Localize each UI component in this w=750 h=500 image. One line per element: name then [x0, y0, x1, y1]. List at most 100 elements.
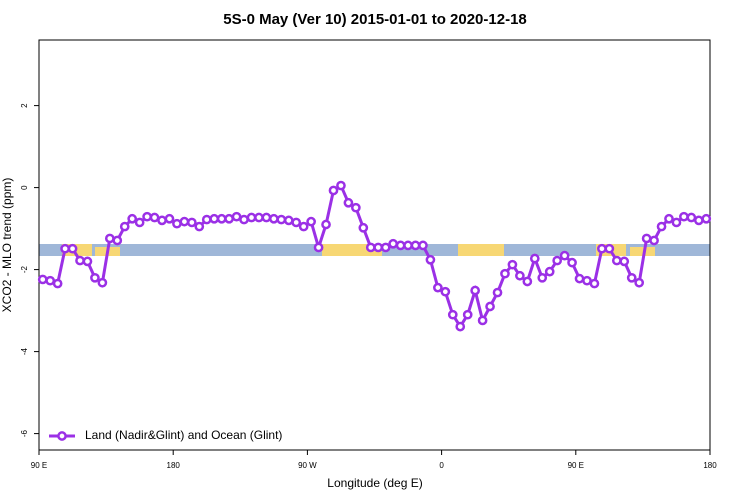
data-point: [283, 215, 294, 226]
data-point: [649, 235, 659, 246]
data-point: [336, 180, 346, 191]
chart-title: 5S-0 May (Ver 10) 2015-01-01 to 2020-12-…: [223, 11, 527, 28]
data-point: [239, 214, 249, 225]
data-point: [559, 250, 570, 261]
data-point: [172, 218, 182, 229]
data-point: [90, 272, 100, 283]
data-point: [142, 211, 152, 222]
data-point: [328, 185, 339, 196]
data-point: [75, 255, 85, 266]
data-point: [455, 321, 466, 332]
data-point: [418, 240, 428, 251]
data-point: [134, 217, 145, 228]
data-point: [209, 213, 220, 224]
y-tick-label: -4: [20, 347, 29, 355]
data-point: [537, 272, 548, 283]
data-point: [679, 211, 689, 222]
data-point: [82, 256, 93, 267]
data-point: [611, 255, 622, 266]
data-point: [157, 215, 167, 226]
data-point: [380, 242, 391, 253]
data-point: [582, 275, 592, 286]
x-axis-title: Longitude (deg E): [327, 476, 422, 490]
data-point: [686, 212, 697, 223]
x-tick-label: 90 W: [298, 461, 317, 470]
data-point: [604, 243, 615, 254]
data-point: [477, 315, 488, 326]
x-tick-label: 180: [167, 461, 181, 470]
data-point: [52, 278, 63, 289]
data-point: [544, 266, 555, 277]
x-tick-label: 90 E: [31, 461, 47, 470]
data-point: [507, 259, 518, 270]
data-point: [276, 214, 287, 225]
x-tick-label: 0: [439, 461, 444, 470]
x-tick-label: 90 E: [568, 461, 584, 470]
data-point: [515, 270, 525, 281]
data-point: [254, 212, 264, 223]
data-point: [626, 272, 637, 283]
data-point: [619, 256, 630, 267]
data-point: [201, 214, 212, 225]
data-point: [574, 273, 585, 284]
data-point: [470, 285, 480, 296]
data-point: [37, 274, 48, 285]
data-point: [395, 240, 406, 251]
data-point: [343, 197, 354, 208]
data-point: [671, 217, 682, 228]
data-point: [358, 222, 369, 233]
data-point: [597, 243, 607, 254]
plot-frame: [38, 39, 711, 451]
data-point: [67, 243, 78, 254]
data-point: [656, 221, 667, 232]
legend-label: Land (Nadir&Glint) and Ocean (Glint): [85, 428, 282, 442]
data-point: [179, 216, 190, 227]
data-point: [529, 253, 540, 264]
data-point: [321, 219, 331, 230]
data-point: [306, 216, 316, 227]
data-point: [298, 221, 309, 232]
data-point: [425, 254, 436, 265]
data-point: [112, 235, 123, 246]
data-point: [589, 278, 600, 289]
data-point: [45, 275, 56, 286]
data-point: [291, 217, 302, 228]
data-point: [313, 242, 324, 253]
data-point: [104, 233, 115, 244]
legend-marker: [57, 431, 67, 441]
data-point: [447, 309, 458, 320]
data-point: [261, 212, 272, 223]
data-point: [231, 211, 242, 222]
data-point: [485, 301, 495, 312]
data-point: [693, 215, 704, 226]
data-point: [97, 277, 108, 288]
data-point: [365, 242, 376, 253]
data-point: [60, 243, 70, 254]
data-point: [194, 221, 205, 232]
y-axis-title: XCO2 - MLO trend (ppm): [0, 178, 14, 313]
y-tick-label: -6: [20, 429, 29, 437]
data-point: [641, 233, 652, 244]
data-point: [567, 257, 577, 268]
data-point: [403, 240, 413, 251]
data-point: [492, 287, 503, 298]
data-point: [410, 240, 421, 251]
data-point: [351, 202, 361, 213]
y-tick-label: 2: [20, 103, 29, 108]
data-point: [149, 212, 160, 223]
x-tick-label: 180: [703, 461, 717, 470]
data-point: [500, 268, 510, 279]
data-point: [634, 277, 645, 288]
data-point: [388, 238, 398, 249]
data-point: [216, 213, 227, 224]
data-point: [701, 213, 712, 224]
data-point: [440, 286, 451, 297]
y-tick-label: -2: [20, 265, 29, 273]
data-point: [433, 282, 443, 293]
data-point: [552, 255, 563, 266]
data-point: [269, 213, 279, 224]
data-point: [224, 213, 234, 224]
data-point: [664, 213, 674, 224]
data-point: [246, 212, 257, 223]
